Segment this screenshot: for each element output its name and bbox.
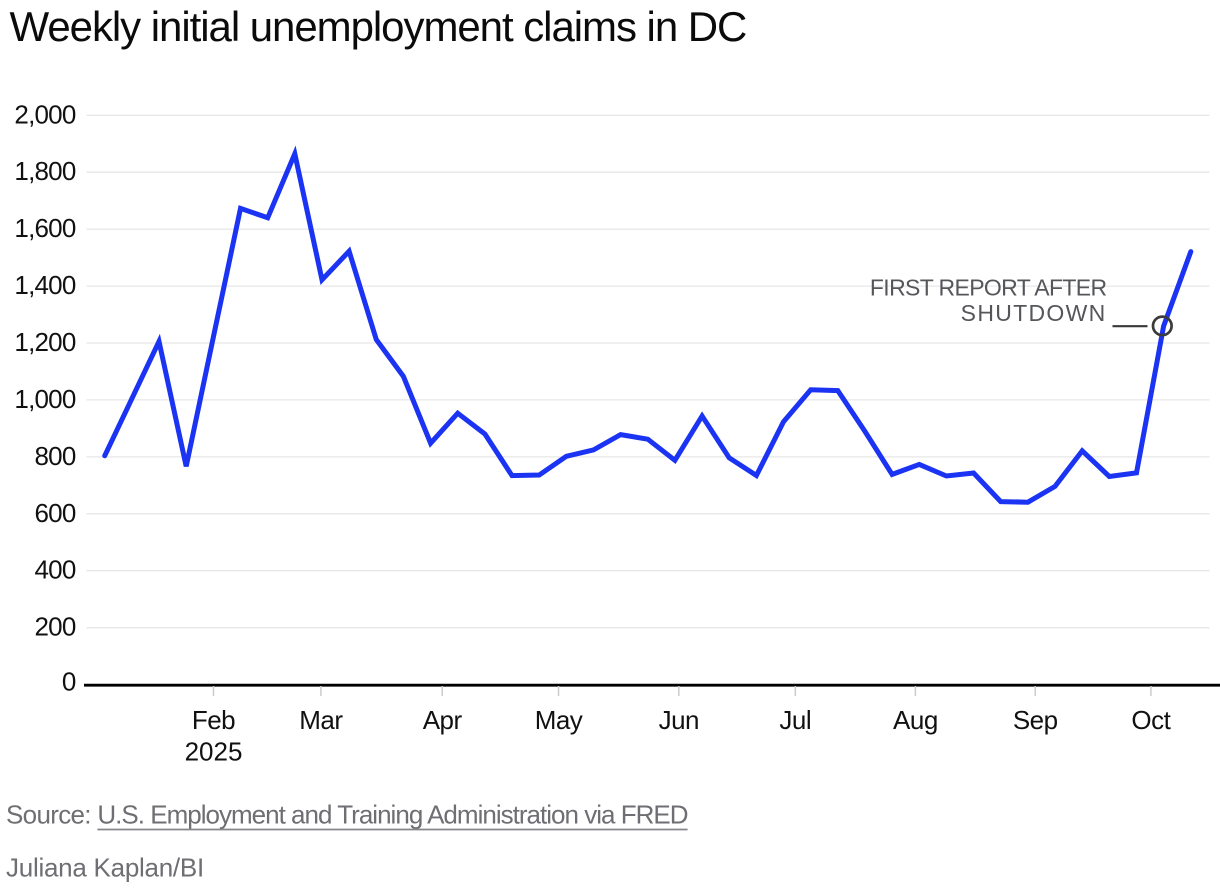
svg-text:FIRST REPORT AFTER: FIRST REPORT AFTER	[870, 275, 1107, 301]
svg-text:1,200: 1,200	[14, 327, 75, 357]
svg-text:2,000: 2,000	[14, 99, 75, 129]
svg-text:1,000: 1,000	[14, 384, 75, 414]
svg-text:Mar: Mar	[299, 705, 343, 735]
svg-text:Source:: Source:	[6, 799, 91, 829]
svg-text:1,400: 1,400	[14, 270, 75, 300]
svg-text:Apr: Apr	[423, 705, 463, 735]
svg-text:U.S. Employment and Training A: U.S. Employment and Training Administrat…	[97, 799, 687, 829]
svg-text:1,600: 1,600	[14, 213, 75, 243]
svg-text:Aug: Aug	[893, 705, 938, 735]
svg-text:Jul: Jul	[779, 705, 811, 735]
svg-text:600: 600	[35, 498, 76, 528]
svg-text:400: 400	[35, 555, 76, 585]
svg-text:May: May	[535, 705, 583, 735]
svg-text:SHUTDOWN: SHUTDOWN	[961, 300, 1107, 326]
svg-text:Weekly initial unemployment cl: Weekly initial unemployment claims in DC	[10, 3, 747, 50]
svg-text:Oct: Oct	[1131, 705, 1171, 735]
svg-text:800: 800	[35, 441, 76, 471]
svg-text:2025: 2025	[185, 737, 243, 767]
svg-text:Feb: Feb	[192, 705, 235, 735]
svg-text:Sep: Sep	[1013, 705, 1058, 735]
svg-text:0: 0	[62, 667, 76, 697]
svg-text:Jun: Jun	[659, 705, 699, 735]
svg-text:Juliana Kaplan/BI: Juliana Kaplan/BI	[6, 852, 204, 882]
svg-text:1,800: 1,800	[14, 156, 75, 186]
svg-text:200: 200	[35, 612, 76, 642]
